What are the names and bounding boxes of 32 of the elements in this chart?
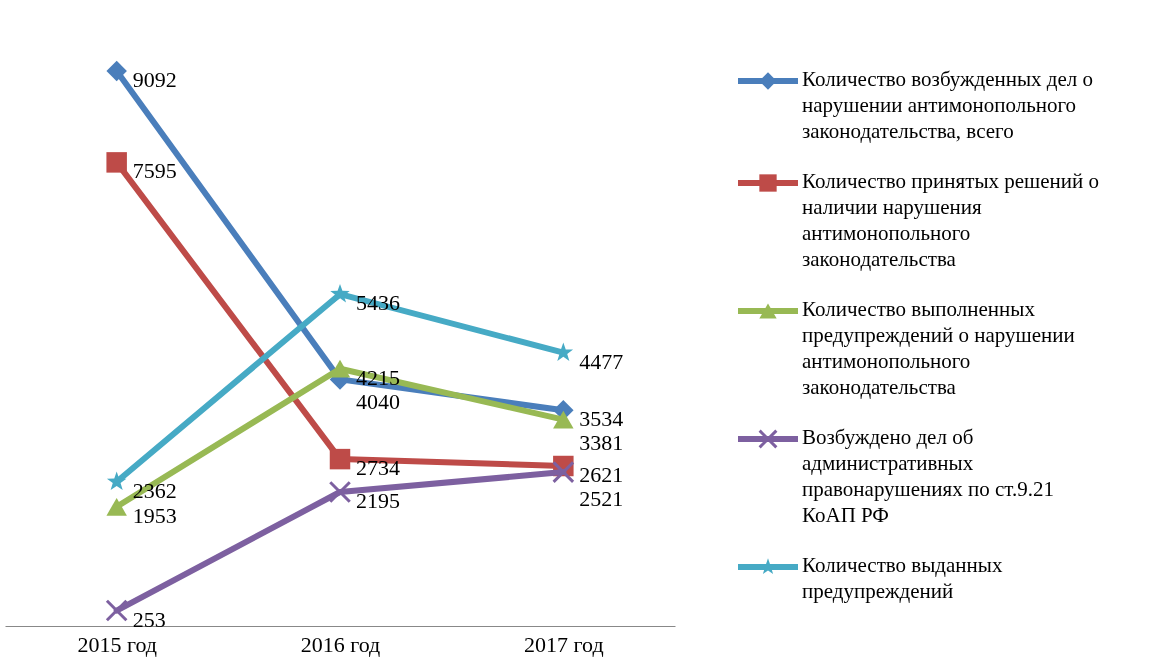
- point: [106, 471, 127, 491]
- data-label: 3534: [579, 406, 624, 432]
- legend-label: Возбуждено дел об административных правонарушениях по ст.9.21 КоАП РФ: [802, 425, 1054, 527]
- data-label: 1953: [132, 502, 177, 528]
- point: [328, 480, 352, 504]
- point: [329, 359, 351, 378]
- x-tick-label: 2016 год: [300, 631, 381, 657]
- legend-label: Количество выполненных предупреждений о нарушении антимонопольного законодательства: [802, 297, 1075, 399]
- x-tick-label: 2017 год: [524, 631, 604, 657]
- legend-label: Количество выданных предупреждений: [802, 553, 1003, 603]
- legend-label: Количество возбужденных дел о нарушении антимонопольного законодательства, всего: [802, 67, 1094, 143]
- x-tick-label: 2015 год: [77, 631, 157, 657]
- point: [106, 60, 127, 82]
- data-label: 2621: [579, 462, 624, 488]
- point: [106, 497, 127, 516]
- data-label: 4477: [579, 348, 624, 374]
- data-label: 2521: [579, 486, 624, 512]
- data-label: 2195: [356, 488, 400, 514]
- data-label: 9092: [132, 67, 177, 92]
- point: [553, 410, 574, 429]
- point: [330, 283, 350, 303]
- point: [105, 599, 128, 622]
- data-label: 4040: [356, 388, 400, 414]
- data-label: 3381: [579, 430, 624, 456]
- data-label: 4215: [356, 364, 400, 390]
- point: [329, 448, 351, 470]
- point: [552, 460, 575, 484]
- point: [106, 152, 127, 173]
- legend-label: Количество принятых решений о наличии нарушения антимонопольного законодательства: [802, 169, 1100, 271]
- data-label: 7595: [132, 158, 177, 184]
- data-label: 2734: [356, 455, 400, 481]
- data-label: 253: [132, 606, 166, 632]
